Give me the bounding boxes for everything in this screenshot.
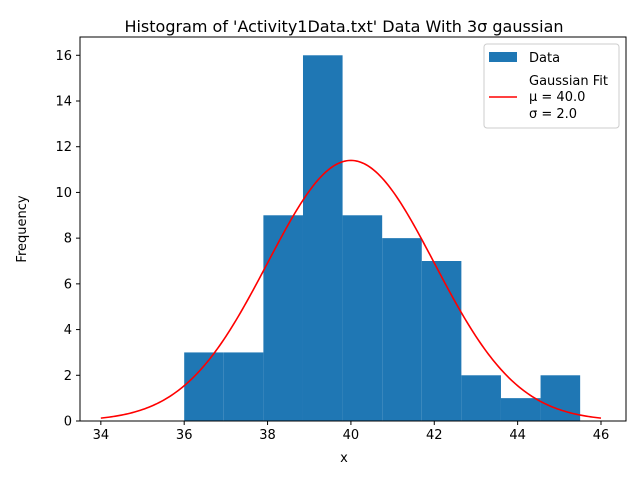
legend-label-data: Data <box>529 51 560 66</box>
histogram-bar-1 <box>223 352 264 421</box>
x-tick-label: 38 <box>259 428 276 443</box>
histogram-bars <box>184 55 581 422</box>
histogram-bar-8 <box>500 398 541 421</box>
y-tick-label: 4 <box>64 323 72 338</box>
x-tick-label: 46 <box>593 428 610 443</box>
histogram-bar-5 <box>382 238 422 421</box>
chart-title: Histogram of 'Activity1Data.txt' Data Wi… <box>124 17 563 36</box>
y-tick-label: 0 <box>64 415 72 430</box>
legend-label-mu: μ = 40.0 <box>529 90 585 105</box>
y-tick-label: 2 <box>64 369 72 384</box>
x-tick-label: 36 <box>176 428 193 443</box>
y-tick-label: 6 <box>64 277 72 292</box>
y-tick-label: 16 <box>55 49 72 64</box>
histogram-bar-3 <box>302 55 343 422</box>
y-tick-label: 12 <box>55 140 72 155</box>
legend: Data Gaussian Fit μ = 40.0 σ = 2.0 <box>483 43 620 129</box>
gaussian-fit-line <box>100 159 602 419</box>
y-tick-label: 10 <box>55 186 72 201</box>
legend-swatch-data <box>489 52 517 62</box>
plot-frame <box>79 36 627 422</box>
y-axis-ticks: 0 2 4 6 8 10 12 14 16 <box>55 49 80 430</box>
y-tick-label: 8 <box>64 232 72 247</box>
histogram-bar-0 <box>184 352 224 421</box>
gaussian-fit <box>100 159 602 419</box>
histogram-bar-4 <box>342 215 383 421</box>
x-tick-label: 34 <box>93 428 110 443</box>
legend-label-sigma: σ = 2.0 <box>529 107 577 122</box>
legend-box <box>483 43 620 129</box>
histogram-bar-7 <box>461 375 501 421</box>
legend-label-gaussian: Gaussian Fit <box>529 74 608 89</box>
x-axis-ticks: 34 36 38 40 42 44 46 <box>93 421 610 443</box>
histogram-bar-6 <box>421 261 462 421</box>
x-tick-label: 42 <box>426 428 443 443</box>
histogram-bar-2 <box>263 215 303 421</box>
x-tick-label: 40 <box>343 428 360 443</box>
x-axis-label: x <box>340 451 348 466</box>
x-tick-label: 44 <box>509 428 526 443</box>
y-axis-label: Frequency <box>15 195 30 262</box>
y-tick-label: 14 <box>55 95 72 110</box>
